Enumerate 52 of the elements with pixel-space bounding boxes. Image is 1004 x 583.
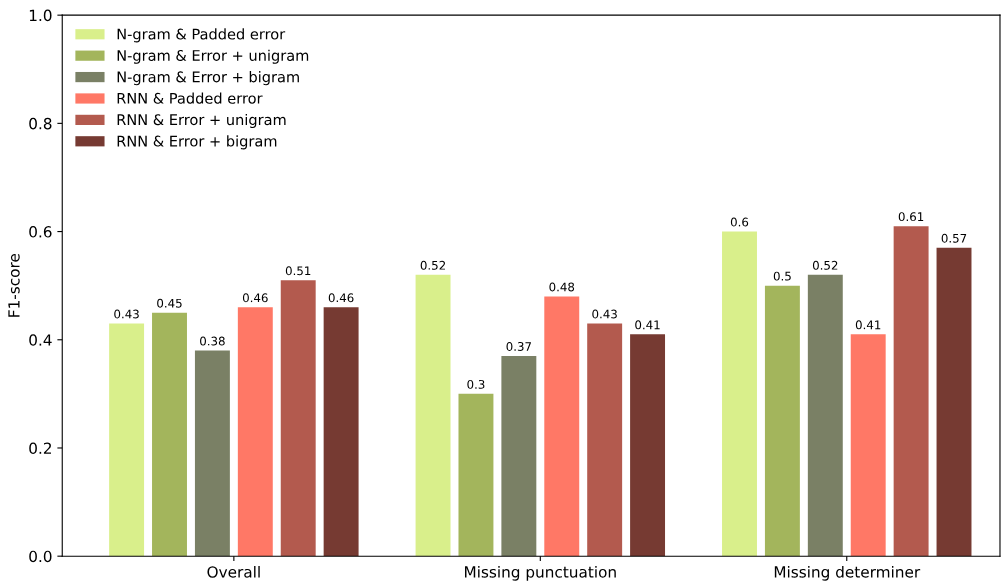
x-tick-label: Missing punctuation (465, 565, 616, 581)
y-tick-label: 1.0 (29, 9, 52, 22)
bar (764, 285, 800, 557)
data-label: 0.52 (812, 260, 838, 270)
data-label: 0.46 (328, 293, 354, 303)
bar (323, 307, 359, 557)
data-label: 0.51 (285, 266, 311, 276)
data-label: 0.48 (549, 282, 575, 292)
data-label: 0.43 (592, 309, 617, 319)
data-label: 0.52 (420, 260, 446, 270)
y-axis-title: F1-score (8, 253, 20, 317)
bar (415, 274, 451, 557)
data-label: 0.3 (467, 379, 485, 389)
data-label: 0.43 (114, 309, 139, 319)
data-label: 0.38 (200, 336, 225, 346)
legend-label: N-gram & Padded error (117, 28, 286, 43)
data-label: 0.6 (730, 217, 749, 227)
y-tick-label: 0.2 (29, 442, 51, 454)
bar (850, 334, 886, 557)
y-tick-label: 0.0 (29, 550, 52, 563)
bar (458, 393, 494, 557)
bar (194, 350, 230, 557)
x-tick-label: Missing determiner (774, 565, 921, 581)
bar (722, 231, 757, 557)
legend-label: N-gram & Error + unigram (117, 49, 309, 64)
data-label: 0.45 (157, 298, 182, 308)
bar (807, 274, 843, 557)
bar (280, 280, 316, 557)
data-label: 0.46 (242, 293, 268, 303)
bar (237, 307, 273, 557)
bar (544, 296, 580, 557)
data-label: 0.41 (635, 320, 660, 330)
data-label: 0.37 (506, 342, 531, 351)
legend-label: RNN & Error + unigram (117, 113, 286, 129)
bar (501, 356, 537, 557)
x-tick-label: Overall (207, 565, 260, 578)
bar (630, 334, 666, 557)
bar (893, 226, 929, 557)
data-label: 0.5 (773, 271, 791, 281)
data-label: 0.61 (898, 212, 924, 222)
bar (936, 247, 972, 557)
bar (109, 323, 145, 557)
y-tick-label: 0.8 (29, 117, 52, 130)
legend-label: RNN & Error + bigram (117, 135, 277, 150)
bar (587, 323, 623, 557)
legend-label: RNN & Padded error (117, 92, 263, 104)
bar (152, 312, 187, 557)
y-tick-label: 0.4 (29, 334, 52, 346)
y-tick-label: 0.6 (29, 226, 52, 238)
legend-label: N-gram & Error + bigram (117, 71, 299, 86)
data-label: 0.41 (855, 320, 881, 330)
data-label: 0.57 (941, 233, 967, 243)
